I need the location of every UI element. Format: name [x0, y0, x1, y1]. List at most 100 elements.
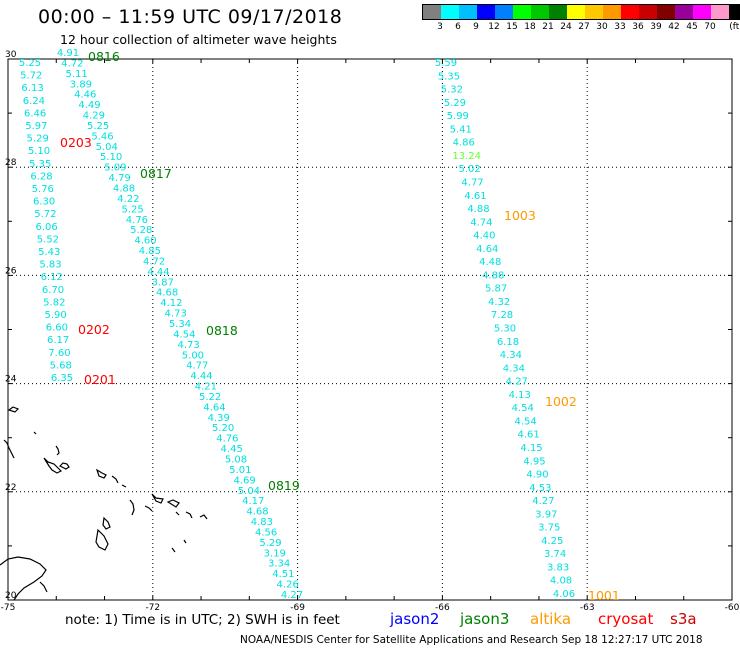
wave-height-value: 4.77 — [461, 177, 483, 188]
wave-height-value: 4.74 — [470, 217, 492, 228]
legend-swatch — [423, 5, 441, 19]
grid-lines — [8, 59, 732, 600]
wave-height-value: 5.72 — [20, 71, 42, 82]
wave-height-value: 4.54 — [512, 403, 534, 414]
pass-time-label: 0203 — [60, 135, 92, 150]
wave-height-value: 5.11 — [65, 69, 87, 80]
wave-height-values: 4.914.725.113.894.464.494.295.255.465.04… — [19, 48, 575, 601]
wave-height-value: 5.87 — [485, 284, 507, 295]
wave-height-value: 7.28 — [491, 310, 513, 321]
lon-label: -75 — [1, 603, 16, 613]
wave-height-value: 5.35 — [438, 71, 460, 82]
legend-label: 9 — [473, 22, 479, 32]
pass-time-label: 0818 — [206, 323, 238, 338]
legend-swatch — [711, 5, 729, 19]
legend-unit: (ft) — [729, 22, 740, 32]
wave-height-value: 4.27 — [281, 590, 303, 601]
wave-height-value: 4.39 — [208, 413, 230, 424]
wave-height-value: 4.91 — [57, 48, 79, 59]
wave-height-value: 5.20 — [212, 423, 234, 434]
lat-label: 22 — [5, 483, 16, 493]
wave-height-value: 5.22 — [199, 392, 221, 403]
wave-height-value: 4.90 — [526, 470, 548, 481]
wave-height-value: 4.26 — [277, 580, 299, 591]
wave-height-value: 6.30 — [33, 197, 55, 208]
wave-height-value: 7.60 — [48, 348, 70, 359]
wave-height-value: 4.76 — [126, 215, 148, 226]
page-title: 00:00 – 11:59 UTC 09/17/2018 — [38, 6, 343, 28]
legend-swatch — [531, 5, 549, 19]
wave-height-value: 4.08 — [550, 576, 572, 587]
wave-height-value: 4.48 — [479, 257, 501, 268]
wave-height-value: 4.12 — [160, 298, 182, 309]
satellite-cryosat: cryosat — [598, 610, 654, 628]
lat-label: 28 — [5, 158, 17, 168]
legend-label: 6 — [455, 22, 461, 32]
wave-height-value: 4.54 — [515, 416, 537, 427]
wave-height-value: 5.04 — [238, 486, 260, 497]
wave-height-value: 5.10 — [28, 146, 50, 157]
legend-label: 24 — [560, 22, 572, 32]
wave-height-value: 6.12 — [41, 272, 63, 283]
wave-height-value: 5.25 — [19, 58, 41, 69]
wave-height-value: 4.22 — [117, 194, 139, 205]
satellite-altika: altika — [530, 610, 572, 628]
legend-label: 39 — [650, 22, 662, 32]
legend-label: 18 — [524, 22, 536, 32]
map-frame — [7, 58, 733, 601]
wave-height-value: 3.19 — [264, 548, 286, 559]
legend-swatch — [693, 5, 711, 19]
wave-height-value: 4.79 — [109, 173, 131, 184]
legend-label: 36 — [632, 22, 644, 32]
wave-height-value: 4.32 — [488, 297, 510, 308]
wave-height-value: 4.88 — [467, 204, 489, 215]
wave-height-value: 4.25 — [541, 536, 563, 547]
wave-height-value: 5.97 — [25, 121, 47, 132]
wave-height-value: 5.99 — [447, 111, 469, 122]
wave-height-value: 6.13 — [21, 83, 43, 94]
wave-height-value: 4.27 — [532, 496, 554, 507]
wave-height-value: 5.29 — [27, 134, 49, 145]
satellite-s3a: s3a — [670, 610, 697, 628]
wave-height-value: 6.70 — [42, 285, 64, 296]
page-subtitle: 12 hour collection of altimeter wave hei… — [60, 32, 337, 47]
wave-height-value: 6.18 — [497, 337, 519, 348]
wave-height-value: 4.40 — [473, 231, 495, 242]
pass-time-label: 1002 — [545, 394, 577, 409]
wave-height-value: 3.89 — [70, 79, 92, 90]
wave-height-value: 6.35 — [51, 373, 73, 384]
legend-label: 27 — [578, 22, 590, 32]
wave-height-value: 4.88 — [113, 184, 135, 195]
legend-swatch — [495, 5, 513, 19]
legend-label: 45 — [686, 22, 698, 32]
wave-height-value: 4.95 — [523, 456, 545, 467]
wave-height-value: 6.24 — [23, 96, 45, 107]
legend-swatch — [675, 5, 693, 19]
legend-label: 70 — [704, 22, 716, 32]
legend-swatch — [729, 5, 740, 19]
lon-label: -66 — [435, 603, 450, 613]
latitude-labels: 30 28 26 24 22 20 — [5, 50, 17, 601]
wave-height-value: 5.68 — [50, 360, 72, 371]
wave-height-value: 4.34 — [503, 363, 525, 374]
wave-height-value: 4.72 — [143, 256, 165, 267]
legend-swatch — [603, 5, 621, 19]
wave-height-value: 4.69 — [233, 475, 255, 486]
wave-height-value: 6.46 — [24, 108, 46, 119]
legend-label: 3 — [437, 22, 443, 32]
wave-height-value: 5.35 — [29, 159, 51, 170]
coastline — [0, 406, 208, 601]
wave-height-value: 5.83 — [39, 260, 61, 271]
wave-height-value: 3.74 — [544, 549, 566, 560]
wave-height-value: 5.25 — [121, 204, 143, 215]
wave-height-value: 6.60 — [46, 323, 68, 334]
lon-label: -60 — [725, 603, 740, 613]
wave-height-value: 4.17 — [242, 496, 264, 507]
legend-swatch — [657, 5, 675, 19]
wave-height-value: 5.28 — [130, 225, 152, 236]
wave-height-value: 4.60 — [134, 236, 156, 247]
pass-time-label: 0202 — [78, 322, 110, 337]
legend-label: 15 — [506, 22, 518, 32]
wave-height-value: 4.49 — [78, 100, 100, 111]
